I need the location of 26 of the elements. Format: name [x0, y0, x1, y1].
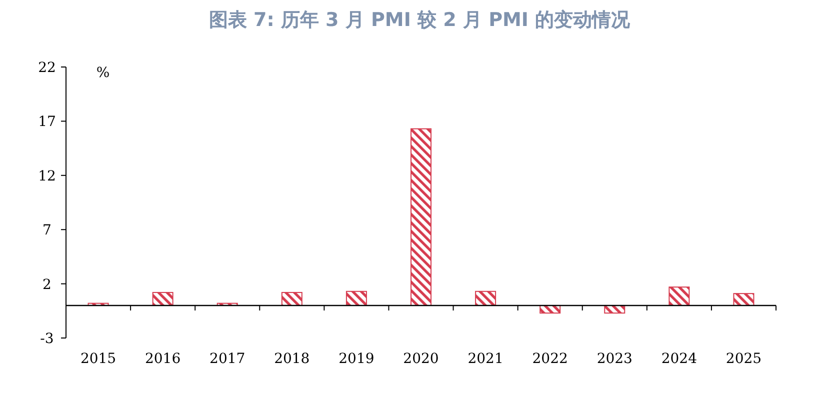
x-tick-label: 2024	[661, 351, 698, 367]
bar	[152, 292, 174, 306]
x-tick-label: 2021	[468, 351, 504, 367]
bar	[410, 128, 432, 306]
y-tick-label: 12	[38, 168, 56, 184]
x-tick-label: 2025	[726, 351, 762, 367]
y-tick-label: -3	[40, 331, 54, 347]
x-tick-label: 2022	[532, 351, 568, 367]
x-tick-label: 2015	[80, 351, 116, 367]
x-tick-label: 2023	[596, 351, 632, 367]
y-axis-title: %	[96, 65, 110, 81]
y-tick-label: 2	[42, 276, 52, 293]
chart-title: 图表 7: 历年 3 月 PMI 较 2 月 PMI 的变动情况	[208, 9, 632, 31]
x-tick-label: 2020	[403, 351, 439, 367]
bar	[475, 290, 496, 306]
y-tick-label: 17	[38, 114, 56, 130]
y-tick-label: 22	[38, 60, 56, 76]
bar	[346, 290, 367, 306]
x-tick-label: 2016	[145, 351, 181, 367]
bar	[281, 292, 302, 306]
bar	[668, 286, 690, 306]
x-tick-label: 2019	[338, 351, 374, 367]
y-tick-label: 7	[42, 222, 52, 239]
x-tick-label: 2018	[274, 351, 310, 367]
bar	[733, 293, 754, 306]
x-tick-label: 2017	[210, 351, 246, 367]
